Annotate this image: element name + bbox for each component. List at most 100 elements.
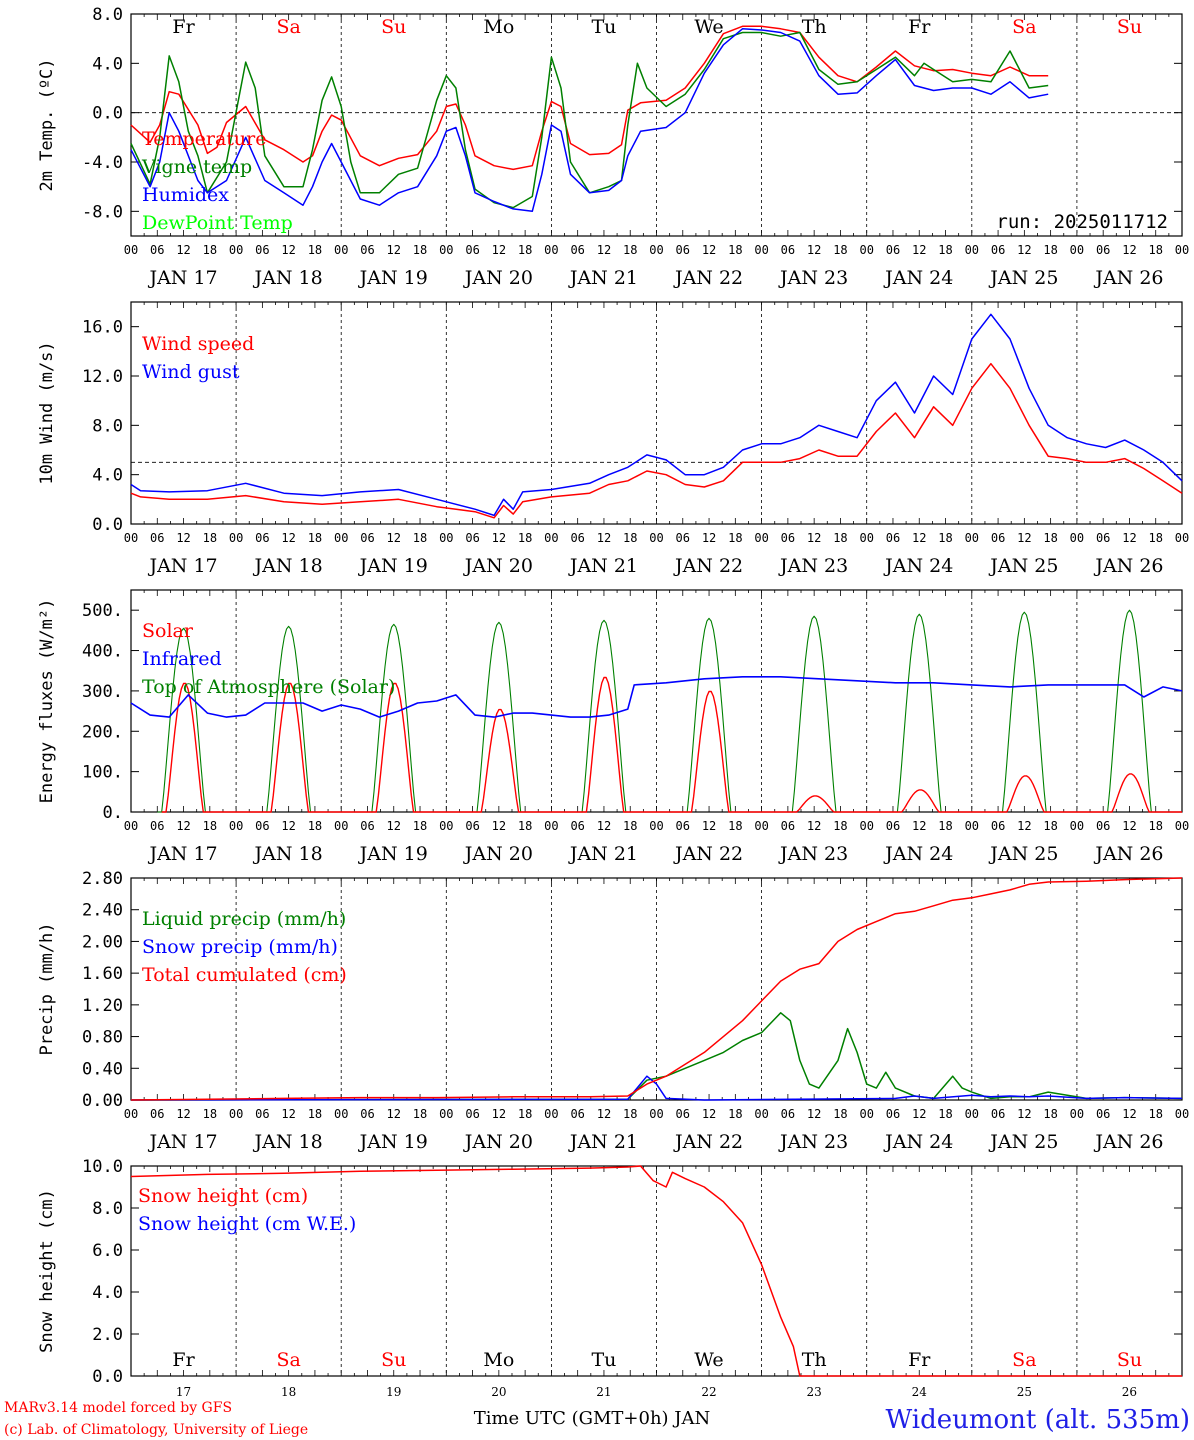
x-hour-label: 06: [570, 819, 584, 833]
x-date-label: JAN 23: [778, 267, 848, 289]
x-date-label: JAN 18: [253, 267, 323, 289]
credit-line-1: MARv3.14 model forced by GFS: [4, 1400, 232, 1416]
x-hour-label: 06: [465, 243, 479, 257]
x-hour-label: 06: [570, 1107, 584, 1121]
weekday-label: Th: [802, 16, 827, 38]
weekday-label: Mo: [483, 16, 514, 38]
x-hour-label: 18: [833, 819, 847, 833]
x-hour-label: 06: [1096, 243, 1110, 257]
x-hour-label: 18: [1043, 243, 1057, 257]
y-tick-label: 1.20: [82, 996, 123, 1016]
x-axis-title: Time UTC (GMT+0h) JAN: [474, 1408, 711, 1429]
x-hour-label: 12: [176, 531, 190, 545]
x-hour-label: 00: [544, 243, 558, 257]
y-tick-label: -8.0: [82, 202, 123, 222]
x-date-label: JAN 24: [883, 555, 953, 577]
x-hour-label: 12: [807, 1107, 821, 1121]
weekday-label: Su: [381, 1349, 406, 1371]
x-hour-label: 12: [597, 243, 611, 257]
x-hour-label: 18: [308, 243, 322, 257]
x-date-label: JAN 18: [253, 843, 323, 865]
x-hour-label: 00: [649, 819, 663, 833]
x-day-number: 18: [281, 1385, 296, 1399]
y-tick-label: 4.0: [92, 466, 123, 486]
y-tick-label: 0.0: [92, 515, 123, 535]
x-hour-label: 12: [1017, 819, 1031, 833]
y-tick-label: 0.80: [82, 1028, 123, 1048]
x-date-label: JAN 23: [778, 1131, 848, 1153]
x-hour-label: 12: [492, 243, 506, 257]
x-hour-label: 12: [912, 531, 926, 545]
x-hour-label: 00: [859, 1107, 873, 1121]
x-day-number: 25: [1017, 1385, 1032, 1399]
x-hour-label: 00: [334, 243, 348, 257]
y-tick-label: 6.0: [92, 1241, 123, 1261]
x-hour-label: 00: [439, 531, 453, 545]
x-hour-label: 18: [518, 1107, 532, 1121]
series-line-wind-gust: [130, 313, 1183, 517]
x-date-label: JAN 19: [358, 555, 428, 577]
x-hour-label: 06: [991, 531, 1005, 545]
x-date-label: JAN 20: [463, 1131, 533, 1153]
x-date-label: JAN 22: [673, 843, 743, 865]
y-tick-label: 400.: [82, 642, 123, 662]
weekday-label: Fr: [172, 16, 195, 38]
legend-entry: Infrared: [142, 648, 222, 670]
chart-panel-2: 0.0 4.0 8.0 12.0 16.0 10m Wind (m/s) 00 06 12 18 J…: [37, 301, 1189, 577]
station-label: Wideumont (alt. 535m): [886, 1405, 1190, 1435]
chart-panel-3: 0. 100. 200. 300. 400. 500. Energy fluxes (W/m…: [37, 589, 1189, 865]
x-hour-label: 06: [676, 1107, 690, 1121]
x-hour-label: 06: [570, 243, 584, 257]
x-hour-label: 06: [781, 1107, 795, 1121]
x-hour-label: 18: [938, 1107, 952, 1121]
y-tick-label: 100.: [82, 763, 123, 783]
x-hour-label: 18: [728, 531, 742, 545]
x-hour-label: 18: [413, 1107, 427, 1121]
y-axis-label: 10m Wind (m/s): [37, 341, 57, 484]
x-date-label: JAN 26: [1093, 1131, 1163, 1153]
run-label: run: 2025011712: [996, 211, 1168, 233]
y-tick-label: 8.0: [92, 416, 123, 436]
x-hour-label: 06: [781, 531, 795, 545]
y-tick-label: -4.0: [82, 153, 123, 173]
x-date-label: JAN 20: [463, 555, 533, 577]
x-hour-label: 18: [203, 243, 217, 257]
x-hour-label: 18: [1043, 1107, 1057, 1121]
x-hour-label: 18: [518, 531, 532, 545]
x-hour-label: 00: [439, 1107, 453, 1121]
x-hour-label: 00: [859, 819, 873, 833]
x-date-label: JAN 23: [778, 843, 848, 865]
credit-line-2: (c) Lab. of Climatology, University of L…: [4, 1422, 308, 1438]
x-hour-label: 12: [807, 243, 821, 257]
x-date-label: JAN 21: [568, 843, 638, 865]
x-hour-label: 06: [676, 531, 690, 545]
x-hour-label: 12: [281, 819, 295, 833]
y-tick-label: 2.40: [82, 901, 123, 921]
x-hour-label: 12: [702, 531, 716, 545]
x-hour-label: 00: [229, 1107, 243, 1121]
x-hour-label: 18: [413, 819, 427, 833]
x-date-label: JAN 18: [253, 555, 323, 577]
x-hour-label: 18: [203, 819, 217, 833]
x-hour-label: 00: [229, 243, 243, 257]
x-date-label: JAN 20: [463, 267, 533, 289]
x-hour-label: 12: [912, 243, 926, 257]
x-date-label: JAN 25: [988, 267, 1058, 289]
weekday-label: Sa: [276, 16, 300, 38]
y-tick-label: 200.: [82, 722, 123, 742]
legend-entry: Vigne temp: [141, 156, 252, 178]
y-tick-label: 16.0: [82, 318, 123, 338]
series-line-vigne-temp: [130, 31, 1049, 209]
legend-entry: Snow height (cm): [138, 1185, 308, 1207]
weekday-label: Sa: [1012, 1349, 1036, 1371]
weekday-label: Fr: [908, 16, 931, 38]
x-hour-label: 18: [938, 531, 952, 545]
x-hour-label: 12: [807, 819, 821, 833]
y-tick-label: 10.0: [82, 1157, 123, 1177]
x-hour-label: 12: [176, 243, 190, 257]
x-hour-label: 12: [702, 1107, 716, 1121]
x-hour-label: 12: [281, 531, 295, 545]
x-hour-label: 12: [492, 531, 506, 545]
weekday-label: Su: [1117, 16, 1142, 38]
legend-entry: DewPoint Temp: [142, 212, 293, 234]
